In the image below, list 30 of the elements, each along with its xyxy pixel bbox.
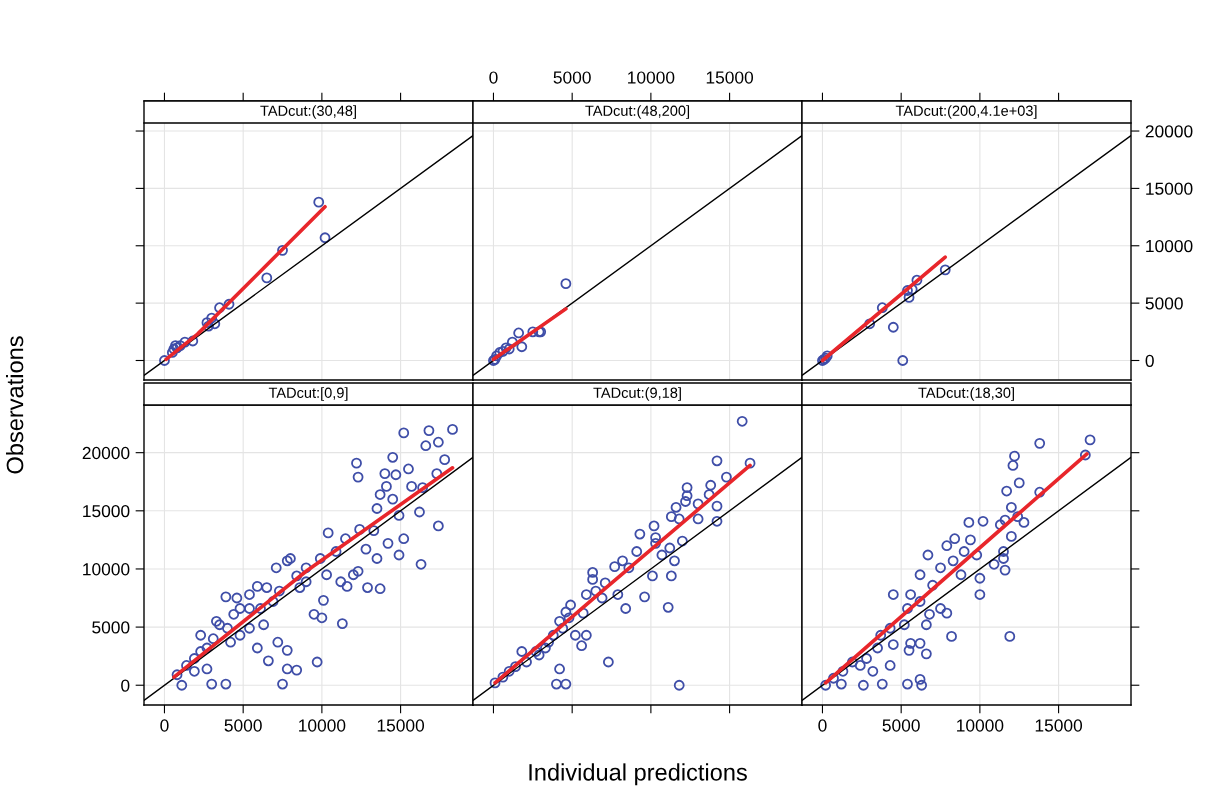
y-tick-label: 5000 — [1145, 297, 1183, 310]
x-tick-label: 15000 — [1035, 719, 1083, 732]
x-tick-label: 15000 — [706, 71, 754, 84]
y-tick-label: 0 — [1145, 354, 1154, 367]
x-axis-title: Individual predictions — [529, 763, 747, 786]
x-tick-label: 0 — [489, 71, 498, 84]
x-tick-label: 10000 — [957, 719, 1004, 732]
x-tick-label: 5000 — [224, 719, 262, 732]
y-tick-label: 20000 — [82, 446, 130, 460]
x-tick-label: 15000 — [377, 719, 425, 732]
x-tick-label: 0 — [818, 719, 827, 732]
chart-title: TADcut:(30,48] — [260, 105, 356, 119]
y-tick-label: 10000 — [1146, 239, 1193, 253]
y-tick-label: 5000 — [92, 621, 130, 634]
x-tick-label: 0 — [160, 719, 169, 732]
chart-title: TADcut:[0,9] — [268, 387, 348, 401]
y-tick-label: 0 — [121, 679, 130, 692]
x-tick-label: 10000 — [299, 719, 346, 732]
x-tick-label: 5000 — [882, 719, 920, 732]
chart-title: TADcut:(48,200] — [585, 105, 690, 119]
y-tick-label: 10000 — [83, 563, 130, 576]
chart-title: TADcut:(18,30] — [918, 387, 1014, 401]
y-tick-label: 15000 — [1146, 182, 1193, 195]
y-axis-title: Observations — [5, 336, 24, 474]
x-tick-label: 10000 — [628, 71, 675, 84]
chart-title: TADcut:(9,18] — [593, 387, 681, 401]
y-tick-label: 15000 — [83, 504, 130, 518]
y-tick-label: 20000 — [1145, 125, 1193, 138]
x-tick-label: 5000 — [553, 71, 591, 84]
chart-title: TADcut:(200,4.1e+03] — [895, 105, 1037, 119]
